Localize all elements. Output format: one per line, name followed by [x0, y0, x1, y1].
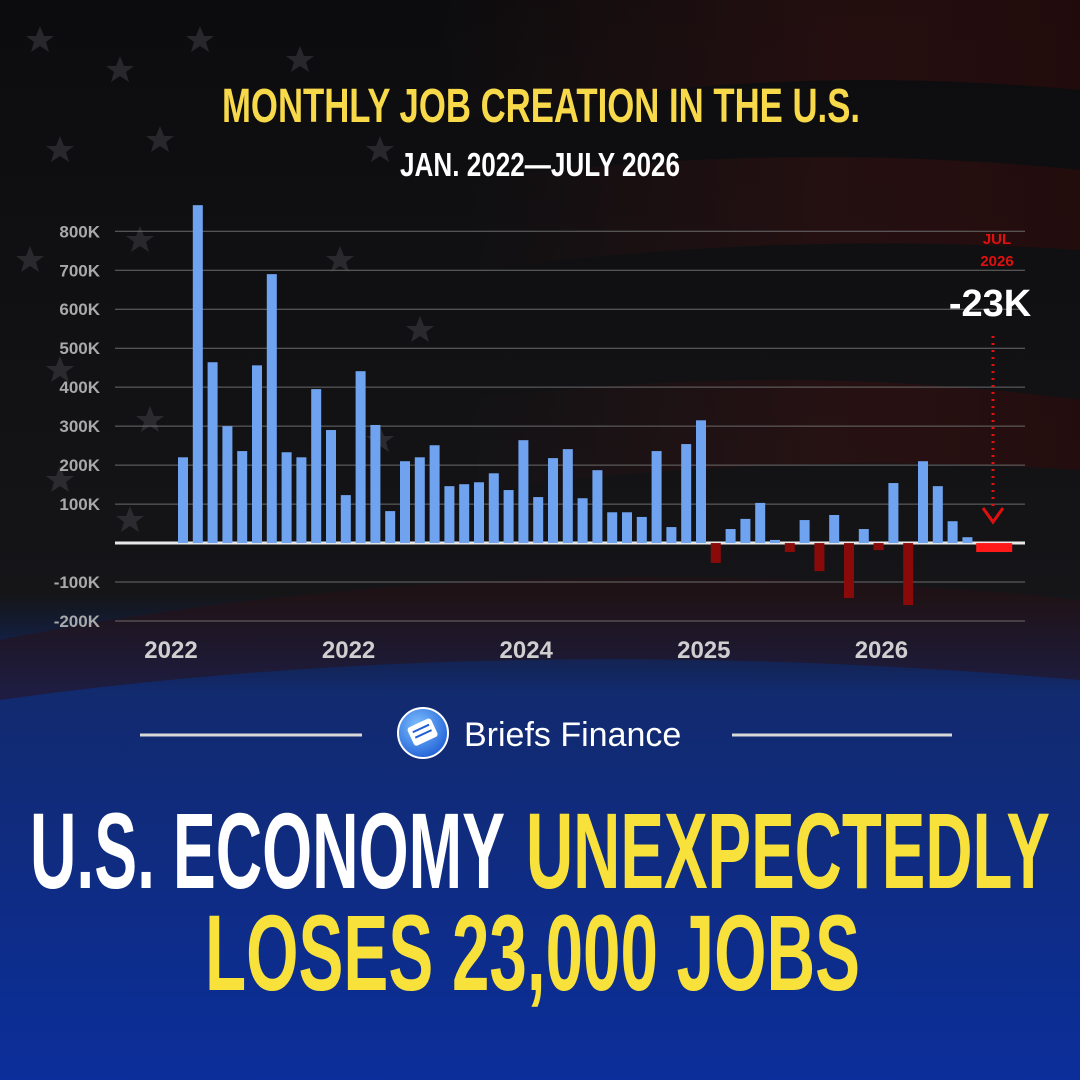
- bar: [755, 502, 766, 544]
- bar: [592, 470, 603, 544]
- bar: [207, 362, 218, 544]
- bar: [385, 511, 396, 544]
- bar: [400, 461, 410, 544]
- bar: [237, 451, 248, 544]
- bar: [888, 483, 899, 544]
- bar: [681, 444, 692, 544]
- bar: [414, 457, 425, 544]
- y-tick-label: 500K: [59, 339, 100, 358]
- x-tick-label: 2022: [144, 637, 197, 664]
- bar: [577, 498, 588, 544]
- bar: [178, 457, 188, 544]
- bar: [326, 430, 336, 544]
- y-tick-label: 600K: [59, 300, 100, 319]
- bar: [281, 452, 292, 544]
- y-tick-label: 200K: [59, 456, 100, 475]
- flag-stripe: [440, 0, 1080, 120]
- bar: [976, 543, 1013, 553]
- bar: [725, 529, 736, 544]
- annotation: 2026: [980, 253, 1013, 270]
- bar: [814, 543, 825, 572]
- bar: [429, 445, 440, 544]
- bar: [192, 205, 203, 544]
- bar: [710, 543, 721, 563]
- bar: [622, 512, 632, 544]
- bar: [636, 516, 647, 544]
- bar: [518, 440, 529, 544]
- bar: [918, 461, 928, 544]
- x-tick-label: 2024: [500, 637, 554, 664]
- x-tick-label: 2025: [677, 637, 730, 664]
- bar: [858, 529, 869, 544]
- bar: [932, 486, 943, 544]
- annotation: JUL: [983, 231, 1011, 248]
- bar: [784, 543, 795, 553]
- y-tick-label: 700K: [59, 261, 100, 280]
- bar: [873, 543, 884, 551]
- brand-name: Briefs Finance: [464, 716, 681, 754]
- bar: [829, 514, 840, 544]
- y-tick-label: 800K: [59, 222, 100, 241]
- bar: [296, 457, 307, 544]
- bar: [903, 543, 914, 606]
- headline: U.S. ECONOMY: [30, 790, 505, 911]
- bar: [266, 274, 277, 544]
- bar: [799, 520, 810, 544]
- bar: [962, 537, 973, 544]
- bar: [533, 497, 544, 544]
- bar: [696, 420, 706, 544]
- y-tick-label: 300K: [59, 417, 100, 436]
- headline: LOSES 23,000 JOBS: [205, 892, 860, 1013]
- flag-stripe: [470, 157, 1080, 270]
- bar: [548, 458, 558, 544]
- bar: [370, 424, 381, 544]
- y-tick-label: -100K: [54, 573, 101, 592]
- chart-title: MONTHLY JOB CREATION IN THE U.S.: [222, 80, 860, 133]
- bar: [770, 539, 780, 544]
- bar: [340, 495, 351, 544]
- bar: [607, 512, 618, 544]
- x-tick-label: 2026: [855, 637, 908, 664]
- bar: [355, 371, 366, 544]
- bar: [651, 451, 662, 544]
- bar: [666, 527, 677, 544]
- bar: [740, 518, 751, 544]
- bar: [252, 365, 262, 544]
- bar: [474, 482, 484, 544]
- bar: [844, 543, 854, 599]
- arrow-head: [981, 507, 1005, 525]
- bar: [562, 449, 573, 544]
- headline: UNEXPECTEDLY: [526, 790, 1050, 911]
- bar: [311, 389, 322, 544]
- bar: [947, 521, 958, 544]
- y-tick-label: 400K: [59, 378, 100, 397]
- chart-subtitle: JAN. 2022—JULY 2026: [400, 146, 680, 183]
- value-label: -23K: [949, 283, 1032, 325]
- y-tick-label: 100K: [59, 495, 100, 514]
- brand-logo: [397, 707, 449, 759]
- bar: [444, 486, 455, 544]
- bar: [503, 490, 514, 544]
- flag-stripe: [0, 577, 1080, 700]
- x-tick-label: 2022: [322, 637, 375, 664]
- bar: [488, 473, 499, 544]
- plot-area: -200K -100K 100K 200K 300K 400K 500K 600K 700K 80…: [54, 205, 1025, 664]
- y-tick-label: -200K: [54, 612, 101, 631]
- bar: [222, 426, 233, 544]
- bar: [459, 484, 470, 544]
